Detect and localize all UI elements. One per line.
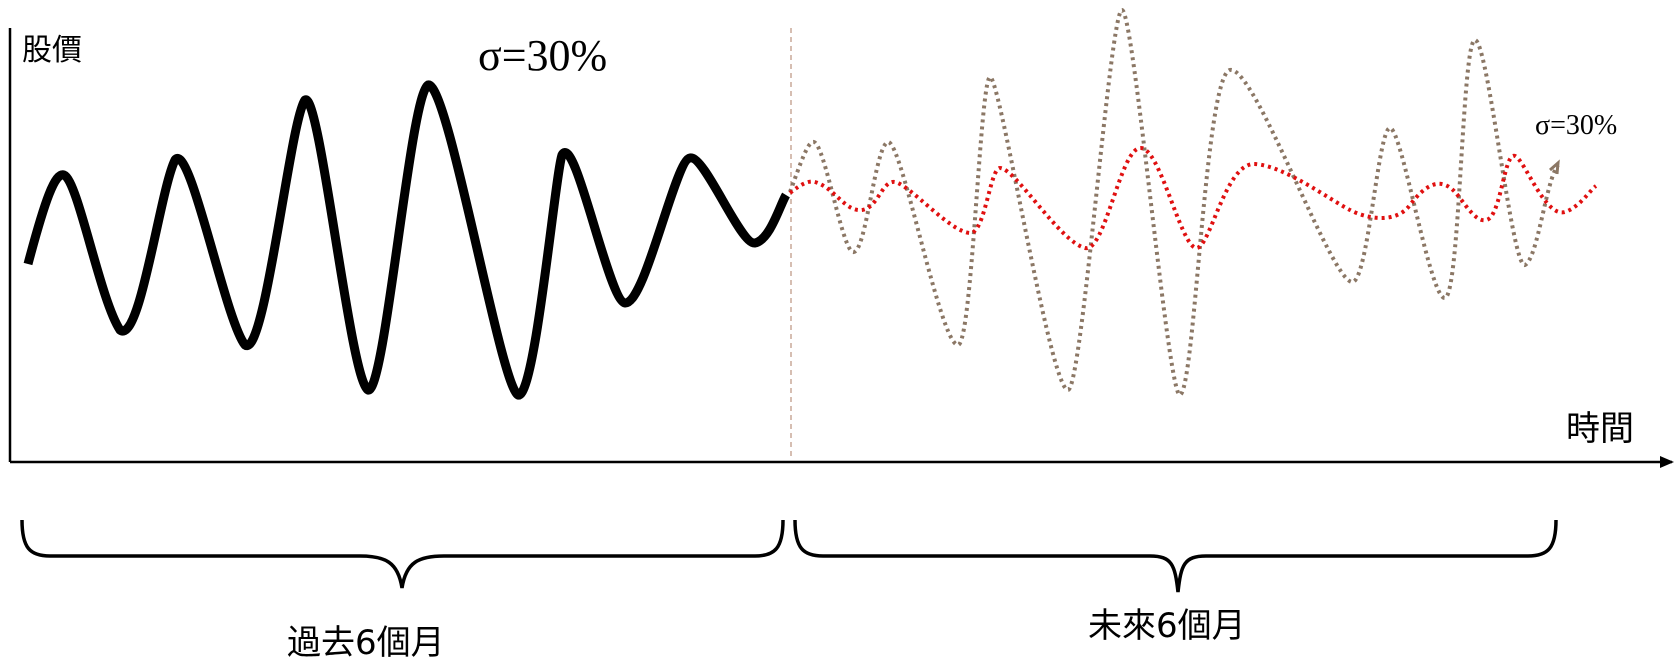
future-volatility-label: σ=30%	[1535, 110, 1618, 141]
past-period-label: 過去6個月	[287, 623, 445, 663]
past-price-path	[23, 80, 790, 400]
past-period-brace	[20, 519, 785, 589]
y-axis-label: 股價	[22, 33, 82, 68]
x-axis-label: 時間	[1566, 409, 1634, 449]
future-path-high-variance	[788, 7, 1560, 398]
past-volatility-label: σ=30%	[478, 31, 608, 80]
future-period-label: 未來6個月	[1088, 606, 1246, 646]
future-period-brace	[793, 519, 1558, 593]
future-path-high-variance-arrowhead	[1549, 159, 1560, 175]
future-path-low-variance	[788, 146, 1598, 250]
